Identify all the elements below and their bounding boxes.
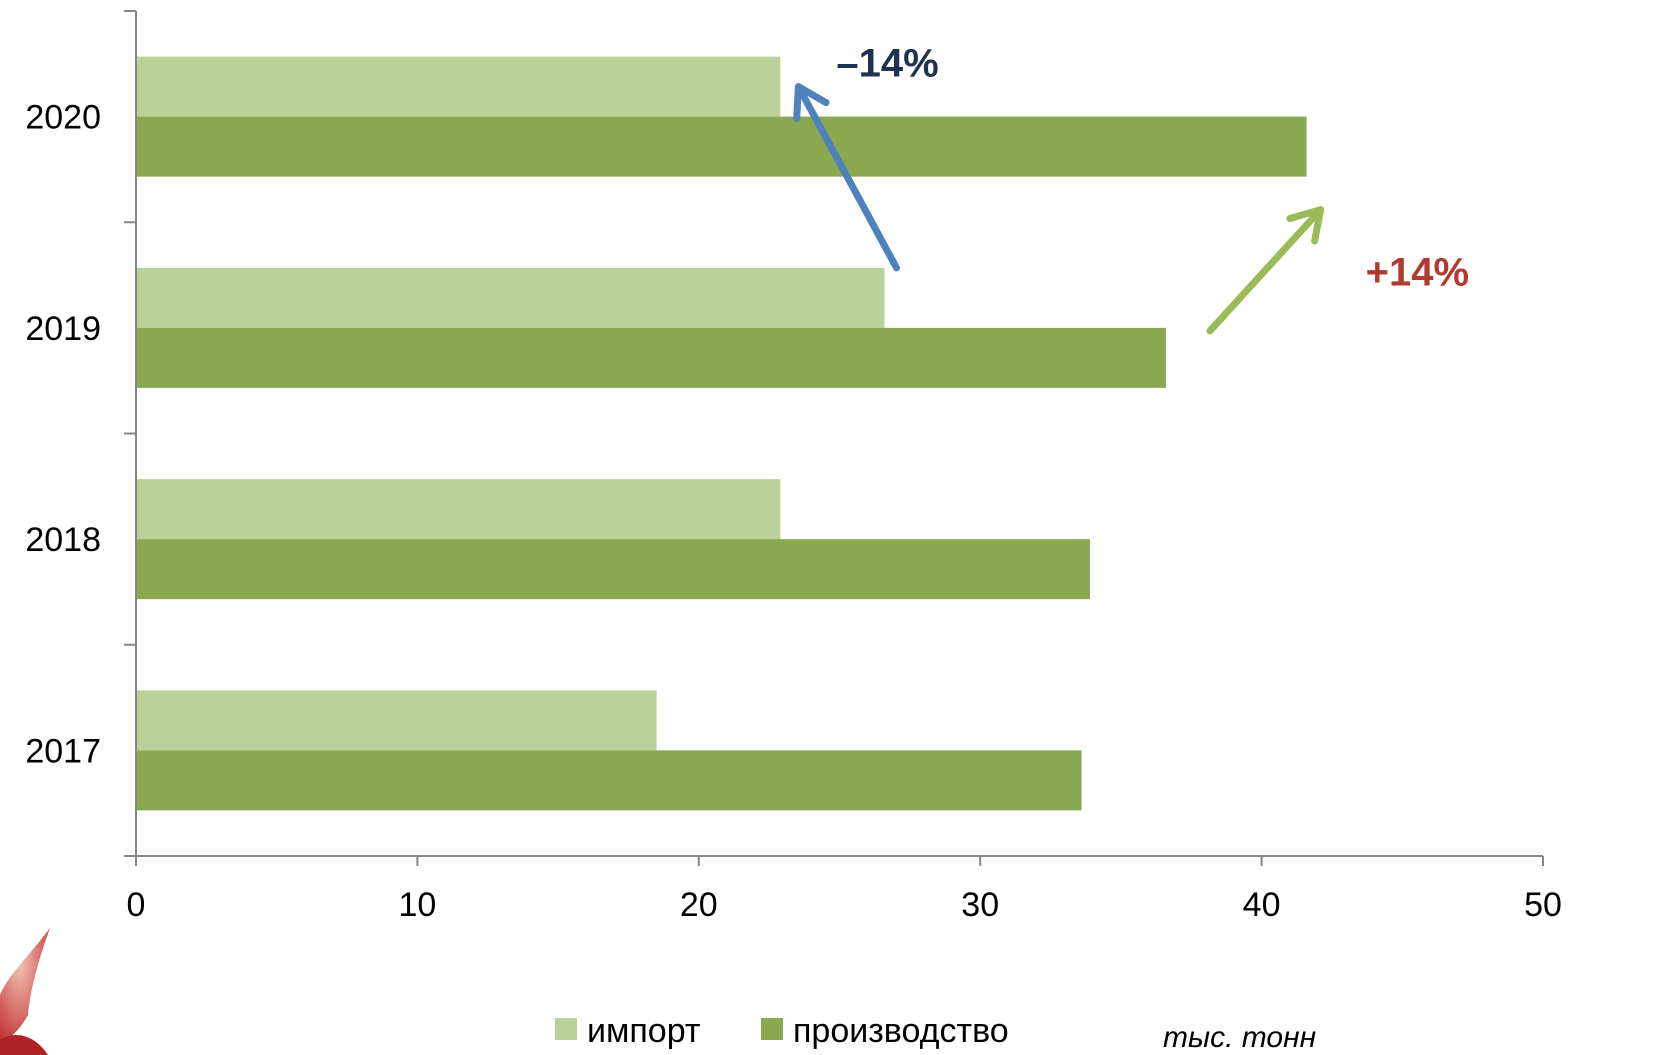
x-tick-label-50: 50 xyxy=(1524,886,1562,924)
arrow-import-change-shaft xyxy=(794,83,901,272)
unit-label: тыс. тонн xyxy=(1163,1021,1316,1054)
logo-fragment-dark xyxy=(0,1035,48,1055)
legend: импорт производство xyxy=(555,1012,1009,1050)
arrow-import-change xyxy=(793,83,901,272)
x-tick-labels: 0 10 20 30 40 50 xyxy=(127,886,1562,924)
annotation-import-change: –14% xyxy=(836,42,938,86)
axes-group xyxy=(124,10,1544,866)
arrow-production-change xyxy=(1206,206,1325,335)
arrow-production-change-head xyxy=(1286,206,1325,245)
bar-production-2018 xyxy=(136,539,1090,600)
category-label-2018: 2018 xyxy=(25,521,101,559)
bar-production-2019 xyxy=(136,327,1166,388)
category-label-2019: 2019 xyxy=(25,310,101,348)
bar-import-2017 xyxy=(136,690,657,751)
arrow-production-change-shaft xyxy=(1206,206,1325,335)
legend-swatch-production xyxy=(761,1018,783,1040)
bar-import-2019 xyxy=(136,267,885,328)
logo-fragment xyxy=(0,928,50,1045)
bars-group xyxy=(136,56,1307,811)
x-tick-label-30: 30 xyxy=(961,886,999,924)
bar-production-2020 xyxy=(136,116,1307,177)
x-tick-label-0: 0 xyxy=(127,886,146,924)
bar-import-2020 xyxy=(136,56,781,117)
category-labels: 2017 2018 2019 2020 xyxy=(25,99,101,771)
x-tick-label-20: 20 xyxy=(680,886,718,924)
legend-label-import: импорт xyxy=(587,1012,700,1050)
arrow-import-change-head xyxy=(793,83,830,123)
annotations-group: –14% +14% xyxy=(793,42,1469,335)
category-label-2017: 2017 xyxy=(25,732,101,770)
category-label-2020: 2020 xyxy=(25,99,101,137)
x-tick-label-40: 40 xyxy=(1243,886,1281,924)
bar-production-2017 xyxy=(136,750,1082,811)
x-tick-label-10: 10 xyxy=(398,886,436,924)
bar-import-2018 xyxy=(136,479,781,540)
legend-swatch-import xyxy=(555,1018,577,1040)
annotation-production-change: +14% xyxy=(1366,251,1469,295)
legend-label-production: производство xyxy=(793,1012,1009,1050)
